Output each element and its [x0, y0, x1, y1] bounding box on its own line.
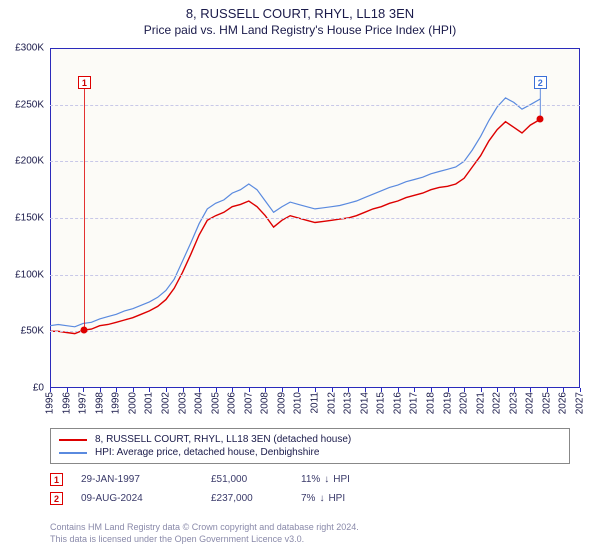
transactions-table: 1 29-JAN-1997£51,00011% ↓ HPI 2 09-AUG-2024…	[50, 470, 401, 508]
plot-area: £0£50K£100K£150K£200K£250K£300K199519961…	[50, 48, 580, 388]
x-axis-label: 2017	[409, 392, 420, 414]
chart-title: 8, RUSSELL COURT, RHYL, LL18 3EN	[0, 0, 600, 21]
tx-marker-1: 1	[50, 473, 63, 486]
gridline	[50, 161, 580, 162]
x-axis-label: 2009	[276, 392, 287, 414]
x-axis-label: 2014	[359, 392, 370, 414]
marker-1-point	[81, 327, 88, 334]
chart-subtitle: Price paid vs. HM Land Registry's House …	[0, 21, 600, 41]
x-axis-label: 2016	[392, 392, 403, 414]
x-axis-label: 2020	[459, 392, 470, 414]
x-axis-label: 2003	[177, 392, 188, 414]
x-axis-label: 2023	[508, 392, 519, 414]
x-axis-label: 2007	[243, 392, 254, 414]
x-axis-label: 2000	[127, 392, 138, 414]
tx-delta: 11% ↓ HPI	[301, 474, 401, 485]
x-axis-label: 2015	[376, 392, 387, 414]
x-axis-label: 2004	[194, 392, 205, 414]
x-axis-label: 2025	[541, 392, 552, 414]
legend-label: HPI: Average price, detached house, Denb…	[95, 447, 319, 458]
x-axis-label: 2012	[326, 392, 337, 414]
tx-price: £237,000	[211, 493, 301, 504]
gridline	[50, 105, 580, 106]
x-axis-label: 2027	[575, 392, 586, 414]
x-axis-label: 2008	[260, 392, 271, 414]
x-axis-label: 1995	[45, 392, 56, 414]
x-axis-label: 2021	[475, 392, 486, 414]
legend-swatch	[59, 452, 87, 454]
footer-line-1: Contains HM Land Registry data © Crown c…	[50, 522, 359, 534]
y-axis-label: £100K	[15, 269, 44, 280]
tx-date: 29-JAN-1997	[81, 474, 211, 485]
tx-delta: 7% ↓ HPI	[301, 493, 401, 504]
x-axis-label: 1997	[78, 392, 89, 414]
y-axis-label: £50K	[21, 326, 44, 337]
y-axis-label: £150K	[15, 213, 44, 224]
x-axis-label: 1999	[111, 392, 122, 414]
marker-1-box: 1	[78, 76, 91, 89]
marker-2-box: 2	[534, 76, 547, 89]
x-axis-label: 2013	[343, 392, 354, 414]
legend-item: 8, RUSSELL COURT, RHYL, LL18 3EN (detach…	[59, 433, 561, 446]
x-axis-label: 2011	[310, 392, 321, 414]
transaction-row: 1 29-JAN-1997£51,00011% ↓ HPI	[50, 470, 401, 489]
x-axis-label: 2024	[525, 392, 536, 414]
x-axis-label: 2026	[558, 392, 569, 414]
tx-price: £51,000	[211, 474, 301, 485]
arrow-down-icon: ↓	[324, 474, 329, 485]
series-hpi	[50, 98, 540, 327]
x-axis-label: 2018	[425, 392, 436, 414]
x-axis-label: 2019	[442, 392, 453, 414]
x-axis-label: 2022	[492, 392, 503, 414]
y-axis-label: £200K	[15, 156, 44, 167]
legend-box: 8, RUSSELL COURT, RHYL, LL18 3EN (detach…	[50, 428, 570, 464]
footer-attribution: Contains HM Land Registry data © Crown c…	[50, 522, 359, 545]
legend-label: 8, RUSSELL COURT, RHYL, LL18 3EN (detach…	[95, 434, 351, 445]
y-axis-label: £0	[33, 383, 44, 394]
x-axis-label: 1996	[61, 392, 72, 414]
y-axis-label: £250K	[15, 99, 44, 110]
transaction-row: 2 09-AUG-2024£237,0007% ↓ HPI	[50, 489, 401, 508]
legend-swatch	[59, 439, 87, 441]
tx-marker-2: 2	[50, 492, 63, 505]
x-axis-label: 2001	[144, 392, 155, 414]
x-axis-label: 2006	[227, 392, 238, 414]
y-axis-label: £300K	[15, 43, 44, 54]
footer-line-2: This data is licensed under the Open Gov…	[50, 534, 359, 546]
x-axis-label: 2005	[210, 392, 221, 414]
chart-container: 8, RUSSELL COURT, RHYL, LL18 3EN Price p…	[0, 0, 600, 560]
legend-item: HPI: Average price, detached house, Denb…	[59, 446, 561, 459]
x-axis-label: 2002	[160, 392, 171, 414]
arrow-down-icon: ↓	[319, 493, 324, 504]
gridline	[50, 275, 580, 276]
marker-2-point	[537, 116, 544, 123]
gridline	[50, 218, 580, 219]
x-axis-label: 2010	[293, 392, 304, 414]
series-price_paid	[50, 119, 540, 333]
x-axis-label: 1998	[94, 392, 105, 414]
tx-date: 09-AUG-2024	[81, 493, 211, 504]
gridline	[50, 331, 580, 332]
